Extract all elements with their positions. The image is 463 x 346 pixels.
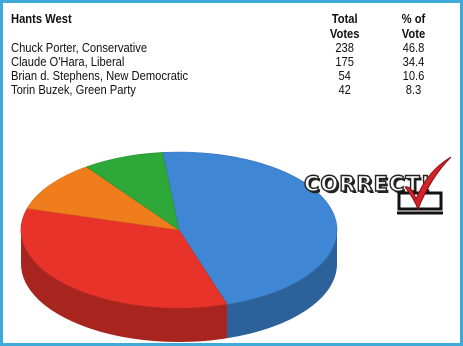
checkbox-checked-icon <box>397 156 452 215</box>
table-row: Brian d. Stephens, New Democratic 54 10.6 <box>11 68 424 83</box>
vote-percent: 34.4 <box>402 54 425 69</box>
pie-slice-conservative <box>162 151 338 305</box>
pie-slice-new-democratic <box>26 166 180 231</box>
pie-side-conservative <box>227 230 337 339</box>
pie-slice-green-party <box>85 152 180 231</box>
percent-header-line2: Vote <box>401 26 426 41</box>
table-header-line2: Votes Vote <box>11 26 425 41</box>
vote-count: 54 <box>338 68 351 83</box>
vote-percent: 10.6 <box>402 68 425 83</box>
vote-percent: 8.3 <box>405 82 422 97</box>
vote-percent: 46.8 <box>402 40 425 55</box>
vote-count: 238 <box>335 40 355 55</box>
votes-header-line2: Votes <box>329 26 360 41</box>
results-table: Hants West Total % of Votes Vote Chuck P… <box>11 11 425 97</box>
riding-title: Hants West <box>11 11 72 26</box>
table-row: Chuck Porter, Conservative 238 46.8 <box>11 40 424 55</box>
percent-header-line1: % of <box>401 11 426 26</box>
table-row: Torin Buzek, Green Party 42 8.3 <box>11 82 421 97</box>
pie-chart <box>20 151 338 343</box>
pie-side-liberal <box>21 230 228 343</box>
candidate-name: Claude O'Hara, Liberal <box>11 54 125 69</box>
candidate-name: Chuck Porter, Conservative <box>11 40 148 55</box>
table-header: Hants West Total % of <box>11 11 425 26</box>
table-row: Claude O'Hara, Liberal 175 34.4 <box>11 54 424 69</box>
pie-slice-liberal <box>20 208 228 309</box>
candidate-name: Brian d. Stephens, New Democratic <box>11 68 189 83</box>
candidate-name: Torin Buzek, Green Party <box>11 82 136 97</box>
votes-header-line1: Total <box>331 11 358 26</box>
vote-count: 42 <box>338 82 351 97</box>
vote-count: 175 <box>335 54 355 69</box>
